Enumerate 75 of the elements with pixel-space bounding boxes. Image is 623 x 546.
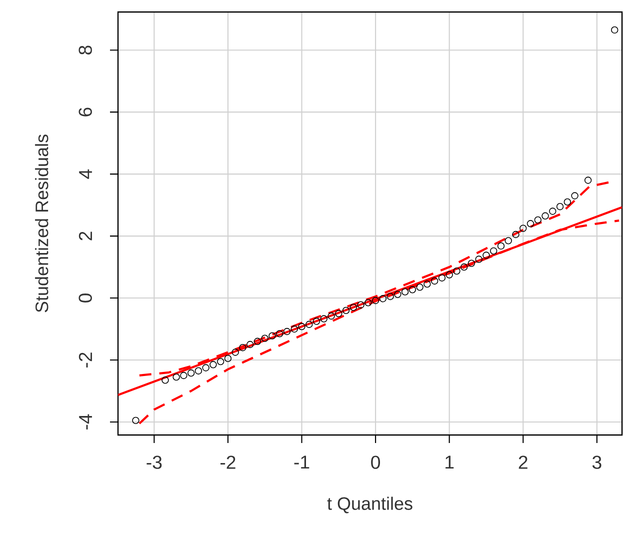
point <box>187 369 195 377</box>
point <box>564 198 571 206</box>
point <box>468 260 476 267</box>
x-tick-label: 3 <box>592 456 602 469</box>
x-tick-label: 1 <box>446 456 454 469</box>
y-tick-label: 4 <box>79 169 92 179</box>
x-tick-label: -2 <box>220 456 236 469</box>
y-tick-label: 8 <box>78 46 92 54</box>
point <box>328 312 335 320</box>
point <box>453 267 460 275</box>
point <box>490 247 498 255</box>
point <box>232 348 239 356</box>
point <box>180 372 188 380</box>
point <box>132 416 140 424</box>
point <box>549 208 556 215</box>
point <box>460 263 468 271</box>
point <box>298 322 306 330</box>
point <box>430 277 438 285</box>
point <box>571 192 578 200</box>
point <box>162 376 169 384</box>
point <box>202 364 210 372</box>
point <box>424 280 431 288</box>
point <box>276 330 284 338</box>
point <box>386 292 394 300</box>
point <box>239 344 246 352</box>
point <box>526 220 534 228</box>
x-axis-title: t Quantiles <box>327 496 412 514</box>
point <box>482 252 490 259</box>
point <box>401 288 409 296</box>
point <box>254 338 262 346</box>
point <box>306 320 313 328</box>
point <box>312 318 320 325</box>
point <box>520 224 527 232</box>
y-tick-label: 2 <box>78 232 92 240</box>
point <box>210 361 217 368</box>
x-tick-label: 2 <box>518 456 528 469</box>
point <box>194 367 202 374</box>
point <box>335 310 342 318</box>
y-tick-label: -2 <box>78 352 92 368</box>
point <box>350 304 357 311</box>
y-tick-label: 6 <box>78 108 92 116</box>
point <box>416 284 424 291</box>
point <box>438 274 446 282</box>
y-tick-label: -4 <box>79 414 92 430</box>
point <box>504 237 512 244</box>
point <box>261 334 268 342</box>
point <box>475 256 482 263</box>
point <box>556 203 564 210</box>
point <box>446 271 453 278</box>
point <box>379 295 387 302</box>
point <box>268 332 276 340</box>
point <box>172 373 180 381</box>
x-tick-label: -3 <box>146 456 162 469</box>
point <box>224 354 232 362</box>
point <box>216 358 224 366</box>
point <box>512 230 520 238</box>
point <box>394 290 402 298</box>
point <box>364 299 372 306</box>
point <box>290 325 298 333</box>
point <box>611 26 618 34</box>
point <box>584 176 592 184</box>
point <box>357 301 364 308</box>
point <box>320 315 328 322</box>
point <box>283 328 291 336</box>
point <box>497 242 505 250</box>
y-axis-title: Studentized Residuals <box>35 134 48 312</box>
y-tick-label: 0 <box>78 294 92 302</box>
point <box>246 340 254 348</box>
x-tick-label: -1 <box>294 456 310 469</box>
point <box>342 306 350 314</box>
point <box>534 216 542 224</box>
x-tick-label: 0 <box>371 456 380 469</box>
point <box>372 296 380 304</box>
point <box>408 286 416 294</box>
point <box>542 212 549 220</box>
